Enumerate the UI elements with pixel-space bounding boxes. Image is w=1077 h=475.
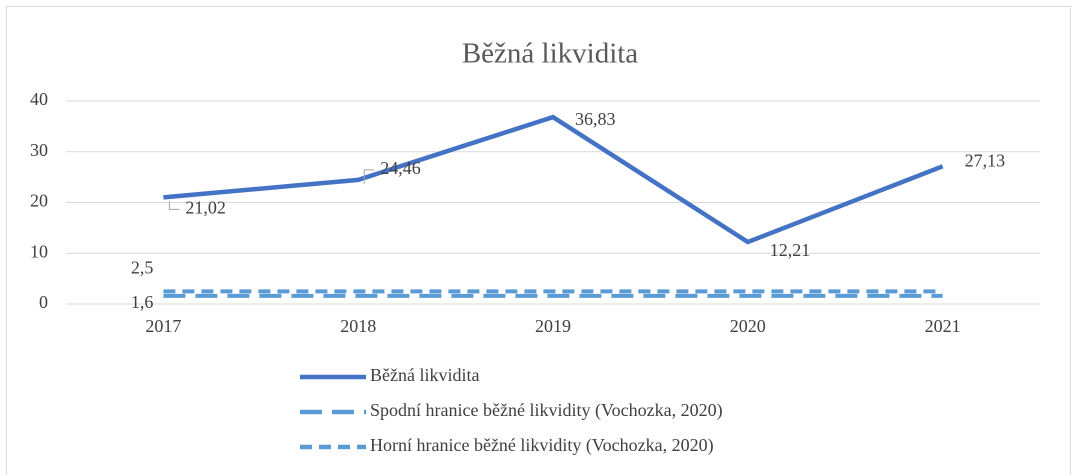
- legend-label: Horní hranice běžné likvidity (Vochozka,…: [370, 435, 714, 456]
- leader-line: [168, 201, 180, 210]
- y-tick-label: 40: [30, 89, 48, 109]
- chart-title: Běžná likvidita: [462, 38, 638, 70]
- leader-line: [363, 169, 375, 184]
- data-label: 2,5: [131, 257, 154, 277]
- x-tick-label: 2020: [730, 316, 766, 336]
- data-label: 27,13: [965, 150, 1006, 170]
- data-label: 21,02: [185, 197, 226, 217]
- y-tick-label: 30: [30, 140, 48, 160]
- legend-label: Spodní hranice běžné likvidity (Vochozka…: [370, 400, 723, 421]
- data-label: 12,21: [770, 240, 811, 260]
- data-label: 36,83: [575, 109, 616, 129]
- y-tick-label: 0: [39, 292, 48, 312]
- x-tick-label: 2019: [535, 316, 571, 336]
- x-tick-label: 2018: [340, 316, 376, 336]
- y-tick-label: 10: [30, 241, 48, 261]
- legend-label: Běžná likvidita: [370, 365, 479, 385]
- y-tick-label: 20: [30, 191, 48, 211]
- x-tick-label: 2017: [145, 316, 181, 336]
- chart-frame: [6, 6, 1071, 475]
- series-line: [163, 114, 944, 245]
- x-tick-label: 2021: [925, 316, 961, 336]
- data-label: 24,46: [380, 158, 421, 178]
- data-label: 1,6: [131, 292, 154, 312]
